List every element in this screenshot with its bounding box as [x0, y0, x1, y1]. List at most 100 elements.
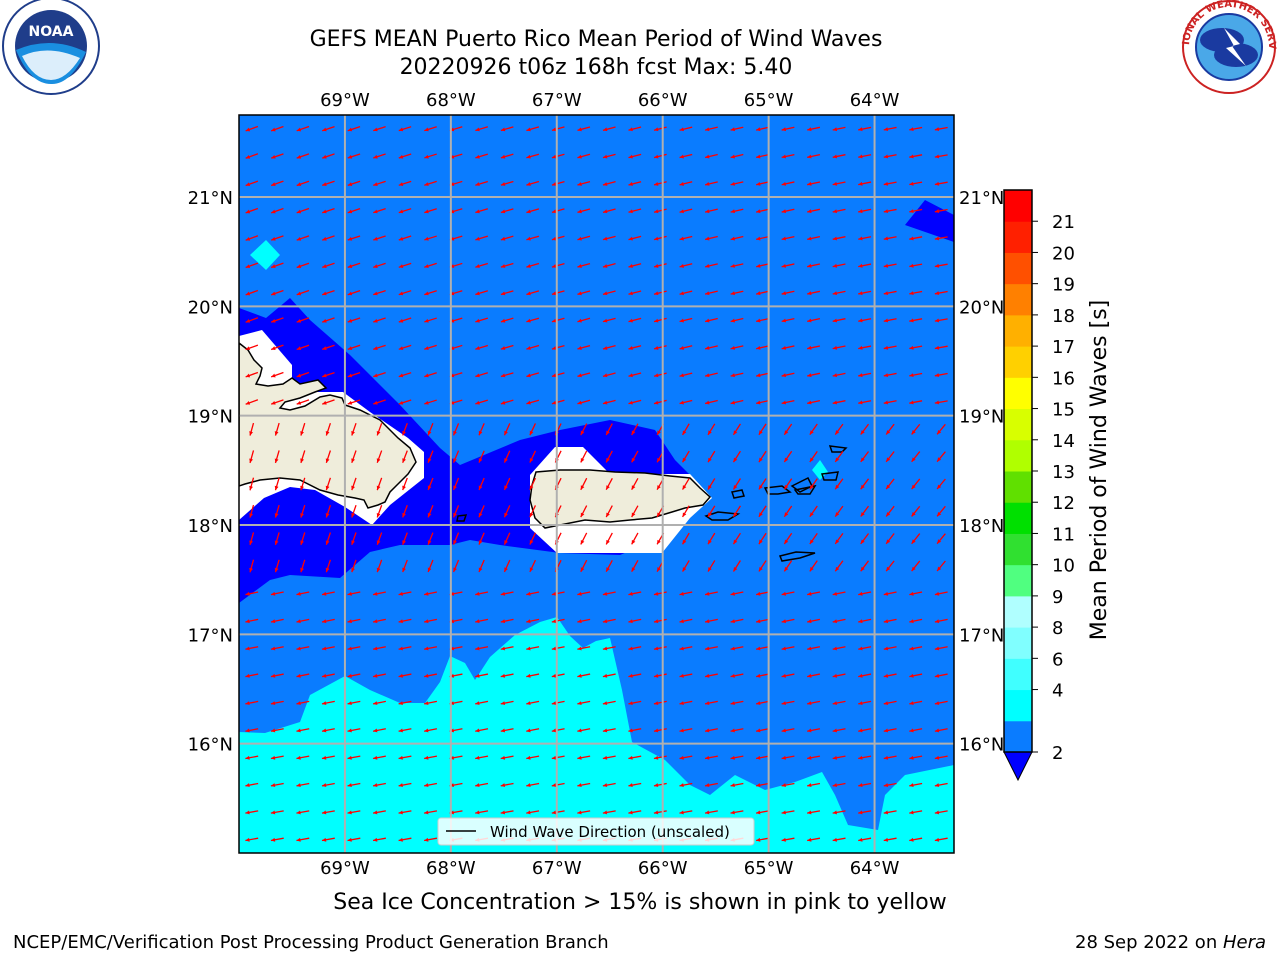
wind-wave-arrow: [602, 345, 616, 350]
wind-wave-arrow: [500, 755, 514, 760]
wind-wave-arrow: [551, 673, 565, 678]
wind-wave-arrow: [452, 532, 460, 545]
wind-wave-arrow: [351, 532, 357, 546]
wind-wave-arrow: [274, 422, 280, 436]
wind-wave-arrow: [832, 673, 846, 678]
wind-wave-arrow: [631, 477, 639, 491]
wind-wave-arrow: [325, 450, 332, 464]
wind-wave-arrow: [245, 810, 259, 815]
wind-wave-arrow: [832, 782, 846, 788]
wind-wave-arrow: [373, 126, 386, 132]
wind-wave-arrow: [755, 372, 769, 378]
wind-wave-arrow: [577, 700, 591, 706]
wind-wave-arrow: [580, 505, 588, 518]
wind-wave-arrow: [909, 646, 923, 651]
wind-wave-arrow: [245, 646, 259, 651]
map-legend: Wind Wave Direction (unscaled): [437, 817, 755, 846]
wind-wave-arrow: [883, 372, 897, 378]
wind-wave-arrow: [781, 372, 795, 378]
wind-wave-arrow: [781, 235, 795, 241]
wind-wave-arrow: [478, 450, 485, 463]
wind-wave-arrow: [860, 451, 870, 463]
wind-wave-arrow: [605, 532, 613, 545]
lon-tick-label: 67°W: [532, 90, 582, 111]
wind-wave-arrow: [373, 317, 386, 323]
wind-wave-arrow: [807, 290, 821, 296]
wind-wave-arrow: [526, 153, 540, 159]
wind-wave-arrow: [475, 153, 489, 159]
wind-wave-arrow: [503, 532, 511, 545]
wind-wave-arrow: [270, 673, 284, 678]
wind-wave-arrow: [475, 810, 489, 815]
longitude-labels-top: 69°W 68°W 67°W 66°W 65°W 64°W: [320, 90, 900, 111]
wind-wave-arrow: [296, 371, 310, 378]
ocean-band-4-6: [239, 617, 954, 853]
lat-tick-label: 19°N: [959, 407, 1004, 428]
wind-wave-arrow: [758, 423, 767, 436]
wind-wave-arrow: [783, 532, 793, 545]
wind-wave-arrow: [270, 646, 284, 651]
wind-wave-arrow: [577, 782, 591, 788]
wind-wave-arrow: [934, 673, 948, 678]
wind-wave-arrow: [580, 477, 588, 491]
wind-wave-arrow: [427, 450, 434, 463]
wind-wave-arrow: [372, 673, 386, 678]
wind-wave-arrow: [628, 673, 642, 678]
lat-tick-label: 21°N: [959, 188, 1004, 209]
wind-wave-arrow: [424, 591, 438, 596]
wind-wave-arrow: [682, 505, 690, 518]
wind-wave-arrow: [911, 533, 921, 545]
lat-tick-label: 18°N: [959, 516, 1004, 537]
wind-wave-arrow: [270, 399, 284, 405]
wind-wave-arrow: [503, 505, 511, 518]
wind-wave-arrow: [296, 782, 310, 788]
wind-wave-arrow: [475, 126, 489, 132]
wind-wave-arrow: [730, 235, 744, 241]
wind-wave-arrow: [270, 837, 284, 842]
wind-wave-arrow: [781, 837, 795, 842]
wind-wave-arrow: [322, 153, 335, 159]
wind-wave-arrow: [551, 290, 565, 296]
wind-wave-arrow: [628, 399, 642, 405]
wind-wave-arrow: [347, 180, 361, 187]
wind-wave-arrow: [500, 180, 514, 186]
wind-wave-arrow: [730, 208, 744, 214]
wind-wave-arrow: [270, 317, 284, 323]
wind-wave-arrow: [296, 837, 310, 842]
wind-wave-arrow: [500, 344, 514, 350]
wind-wave-arrow: [300, 477, 306, 491]
wind-wave-arrow: [730, 263, 744, 268]
wind-wave-arrow: [628, 591, 642, 596]
wind-wave-arrow: [602, 317, 616, 323]
wind-wave-arrow: [245, 235, 259, 241]
wind-wave-arrow: [398, 126, 412, 132]
wind-wave-arrow: [577, 235, 591, 241]
wind-wave-arrow: [376, 423, 383, 436]
wind-wave-arrow: [475, 673, 489, 678]
wind-wave-arrow: [628, 782, 642, 788]
wind-wave-arrow: [347, 371, 361, 378]
wind-wave-arrow: [424, 646, 438, 651]
wind-wave-arrow: [858, 290, 872, 296]
wind-wave-arrow: [526, 591, 540, 596]
colorbar-tick-label: 19: [1052, 275, 1075, 296]
wind-wave-arrow: [503, 423, 511, 436]
wind-wave-arrow: [858, 345, 872, 350]
wind-wave-arrow: [883, 208, 897, 214]
colorbar-segment: [1004, 346, 1032, 378]
wind-wave-arrow: [934, 345, 948, 350]
wind-wave-arrow: [347, 618, 361, 624]
wind-wave-arrow: [653, 591, 667, 596]
wind-wave-arrow: [781, 673, 795, 678]
wind-wave-arrow: [704, 646, 718, 651]
wind-wave-arrow: [858, 263, 872, 268]
wind-wave-arrow: [704, 728, 718, 733]
wind-wave-arrow: [860, 478, 870, 490]
wind-wave-arrow: [351, 477, 357, 491]
wind-wave-arrow: [653, 126, 667, 132]
wind-wave-arrow: [781, 782, 795, 788]
wind-wave-arrow: [602, 372, 616, 378]
wind-wave-arrow: [424, 673, 438, 678]
wind-wave-arrow: [653, 700, 667, 706]
wind-wave-arrow: [807, 318, 821, 323]
